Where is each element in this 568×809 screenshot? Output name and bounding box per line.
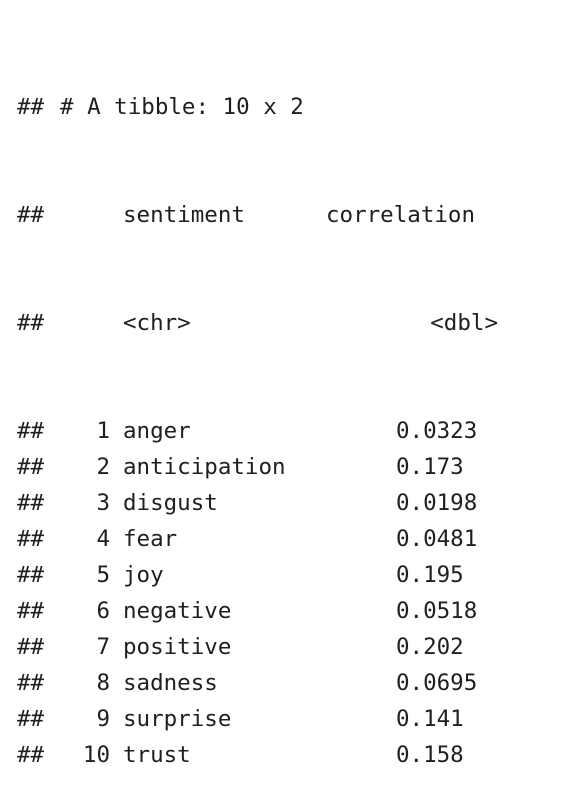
- column-header-correlation: correlation: [326, 202, 476, 228]
- cell-correlation: 0.0518: [396, 598, 478, 624]
- tibble-header: # A tibble: 10 x 2: [60, 94, 304, 120]
- table-row: ## 9 surprise 0.141: [17, 701, 498, 737]
- cell-correlation: 0.0481: [396, 526, 478, 552]
- table-row: ## 2 anticipation 0.173: [17, 449, 498, 485]
- comment-prefix: ##: [17, 94, 45, 120]
- comment-prefix: ##: [17, 598, 45, 624]
- cell-correlation: 0.158: [396, 742, 464, 768]
- cell-sentiment: negative: [123, 598, 232, 624]
- table-row: ## 3 disgust 0.0198: [17, 485, 498, 521]
- comment-prefix: ##: [17, 742, 45, 768]
- row-number: 6: [96, 598, 110, 624]
- cell-sentiment: sadness: [123, 670, 218, 696]
- cell-sentiment: joy: [123, 562, 164, 588]
- table-row: ## 8 sadness 0.0695: [17, 665, 498, 701]
- cell-sentiment: fear: [123, 526, 178, 552]
- row-number: 2: [96, 454, 110, 480]
- row-number: 4: [96, 526, 110, 552]
- table-row: ## 6 negative 0.0518: [17, 593, 498, 629]
- row-number: 3: [96, 490, 110, 516]
- cell-correlation: 0.173: [396, 454, 464, 480]
- column-names-line: ## sentiment correlation: [17, 197, 498, 233]
- table-row: ## 4 fear 0.0481: [17, 521, 498, 557]
- table-row: ## 10 trust 0.158: [17, 737, 498, 773]
- comment-prefix: ##: [17, 310, 45, 336]
- table-row: ## 5 joy 0.195: [17, 557, 498, 593]
- comment-prefix: ##: [17, 634, 45, 660]
- row-number: 5: [96, 562, 110, 588]
- table-row: ## 1 anger 0.0323: [17, 413, 498, 449]
- cell-correlation: 0.0695: [396, 670, 478, 696]
- cell-correlation: 0.0198: [396, 490, 478, 516]
- cell-sentiment: trust: [123, 742, 191, 768]
- cell-sentiment: surprise: [123, 706, 232, 732]
- cell-sentiment: disgust: [123, 490, 218, 516]
- row-number: 10: [82, 742, 110, 768]
- comment-prefix: ##: [17, 418, 45, 444]
- cell-correlation: 0.195: [396, 562, 464, 588]
- tibble-rows: ## 1 anger 0.0323 ## 2 anticipation 0.173 ## 3 dis…: [17, 413, 498, 773]
- row-number: 7: [96, 634, 110, 660]
- cell-correlation: 0.0323: [396, 418, 478, 444]
- comment-prefix: ##: [17, 202, 45, 228]
- row-number: 8: [96, 670, 110, 696]
- comment-prefix: ##: [17, 706, 45, 732]
- console-output: ## # A tibble: 10 x 2 ## sentiment correlat…: [17, 17, 498, 809]
- row-number: 1: [96, 418, 110, 444]
- cell-sentiment: positive: [123, 634, 232, 660]
- column-type-correlation: <dbl>: [430, 310, 498, 336]
- column-types-line: ## <chr> <dbl>: [17, 305, 498, 341]
- cell-correlation: 0.141: [396, 706, 464, 732]
- table-row: ## 7 positive 0.202: [17, 629, 498, 665]
- tibble-header-line: ## # A tibble: 10 x 2: [17, 89, 498, 125]
- cell-sentiment: anger: [123, 418, 191, 444]
- cell-correlation: 0.202: [396, 634, 464, 660]
- column-type-sentiment: <chr>: [123, 310, 191, 336]
- comment-prefix: ##: [17, 562, 45, 588]
- row-number: 9: [96, 706, 110, 732]
- cell-sentiment: anticipation: [123, 454, 286, 480]
- comment-prefix: ##: [17, 454, 45, 480]
- column-header-sentiment: sentiment: [123, 202, 245, 228]
- comment-prefix: ##: [17, 670, 45, 696]
- comment-prefix: ##: [17, 490, 45, 516]
- comment-prefix: ##: [17, 526, 45, 552]
